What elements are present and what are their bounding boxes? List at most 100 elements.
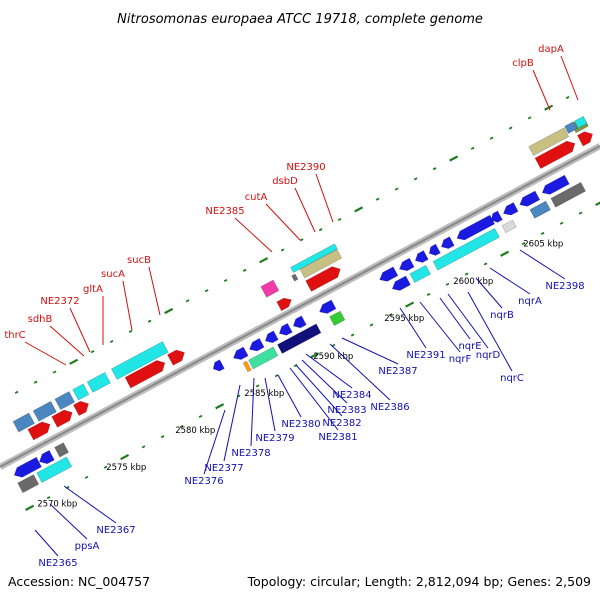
gene-feature [51, 409, 73, 428]
tick-mark [375, 197, 380, 201]
gene-label-top: dapA [538, 44, 564, 55]
gene-label-bottom: NE2381 [318, 432, 357, 443]
tick-mark [179, 425, 184, 429]
gene-label-top: NE2390 [286, 162, 325, 173]
tick-mark [413, 177, 418, 181]
gene-feature [501, 219, 517, 234]
gene-feature [490, 210, 503, 223]
gene-feature [167, 349, 185, 366]
gene-feature [27, 421, 51, 441]
gene-label-top: gltA [83, 284, 103, 295]
kbp-tick-label: 2595 kbp [384, 314, 424, 324]
gene-label-bottom: NE2398 [545, 281, 584, 292]
gene-label-bottom: NE2377 [204, 463, 243, 474]
gene-feature [264, 330, 279, 344]
tick-mark [103, 465, 108, 469]
gene-feature-shape [399, 257, 415, 272]
tick-mark [508, 126, 513, 130]
gene-feature [13, 456, 42, 478]
label-leader-line [467, 291, 513, 372]
gene-feature [564, 121, 578, 134]
tick-mark [445, 282, 450, 286]
tick-mark [559, 221, 564, 225]
gene-feature [550, 181, 586, 208]
gene-feature-shape [519, 190, 541, 207]
gene-feature-shape [528, 127, 570, 156]
gene-feature [32, 400, 57, 422]
label-leader-line [399, 307, 427, 349]
gene-label-bottom: nqrE [458, 341, 481, 352]
gene-feature-shape [36, 456, 73, 484]
gene-feature-shape [124, 360, 166, 389]
gene-feature-shape [292, 315, 307, 329]
gene-feature [242, 360, 252, 373]
tick-mark [147, 319, 152, 323]
genome-summary-text: Topology: circular; Length: 2,812,094 bp… [247, 574, 591, 589]
gene-feature [519, 190, 541, 207]
gene-feature [17, 474, 40, 494]
label-leader-line [329, 343, 391, 401]
gene-feature [456, 214, 496, 241]
gene-feature [428, 243, 441, 256]
label-leader-line [223, 384, 241, 462]
gene-feature-shape [32, 400, 57, 422]
kbp-tick-label: 2585 kbp [244, 389, 284, 399]
tick-mark [46, 496, 51, 500]
gene-feature-shape [54, 391, 76, 411]
gene-feature-shape [576, 131, 593, 147]
gene-feature-shape [534, 140, 576, 170]
gene-feature [399, 257, 415, 272]
gene-label-top: sdhB [28, 314, 53, 325]
gene-label-bottom: NE2378 [231, 448, 270, 459]
gene-feature [86, 371, 111, 393]
gene-label-top: thrC [4, 330, 25, 341]
tick-mark [483, 262, 488, 266]
label-leader-line [295, 364, 343, 417]
gene-feature-shape [379, 266, 399, 282]
gene-feature-shape [39, 449, 55, 465]
tick-mark [470, 146, 475, 150]
tick-mark [394, 187, 399, 191]
tick-mark [331, 343, 336, 347]
label-leader-line [63, 485, 117, 524]
tick-mark [90, 350, 95, 354]
gene-feature [292, 315, 307, 329]
tick-mark [160, 435, 165, 439]
gene-label-top: dsbD [272, 176, 298, 187]
gene-label-bottom: nqrC [500, 373, 524, 384]
gene-feature [212, 359, 225, 372]
gene-label-bottom: ppsA [75, 541, 100, 552]
map-title: Nitrosomonas europaea ATCC 19718, comple… [117, 12, 483, 27]
label-leader-line [34, 529, 59, 557]
tick-mark [489, 136, 494, 140]
tick-mark [595, 201, 600, 207]
gene-feature [124, 360, 166, 389]
tick-mark [164, 307, 174, 315]
gene-label-bottom: nqrA [518, 296, 542, 307]
gene-feature-shape [329, 310, 346, 326]
label-leader-line [532, 69, 551, 111]
gene-label-top: NE2385 [205, 206, 244, 217]
label-leader-line [24, 341, 67, 366]
label-leader-line [439, 297, 471, 340]
gene-feature-shape [72, 383, 90, 401]
gene-feature [528, 127, 570, 156]
gene-feature-shape [167, 349, 185, 366]
label-leader-line [203, 409, 226, 475]
label-leader-line [419, 301, 461, 353]
gene-feature-shape [13, 456, 42, 478]
gene-feature [277, 323, 322, 354]
kbp-tick-label: 2600 kbp [453, 277, 493, 287]
label-leader-line [122, 280, 133, 331]
label-leader-line [69, 307, 91, 353]
gene-feature-shape [212, 359, 225, 372]
gene-label-top: sucB [127, 255, 151, 266]
gene-label-bottom: NE2379 [255, 433, 294, 444]
tick-mark [14, 390, 19, 394]
gene-feature-shape [291, 273, 299, 282]
gene-feature-shape [503, 202, 519, 216]
gene-label-top: cutA [245, 192, 268, 203]
gene-feature-shape [17, 474, 40, 494]
gene-feature [233, 346, 249, 360]
gene-feature-shape [428, 243, 441, 256]
